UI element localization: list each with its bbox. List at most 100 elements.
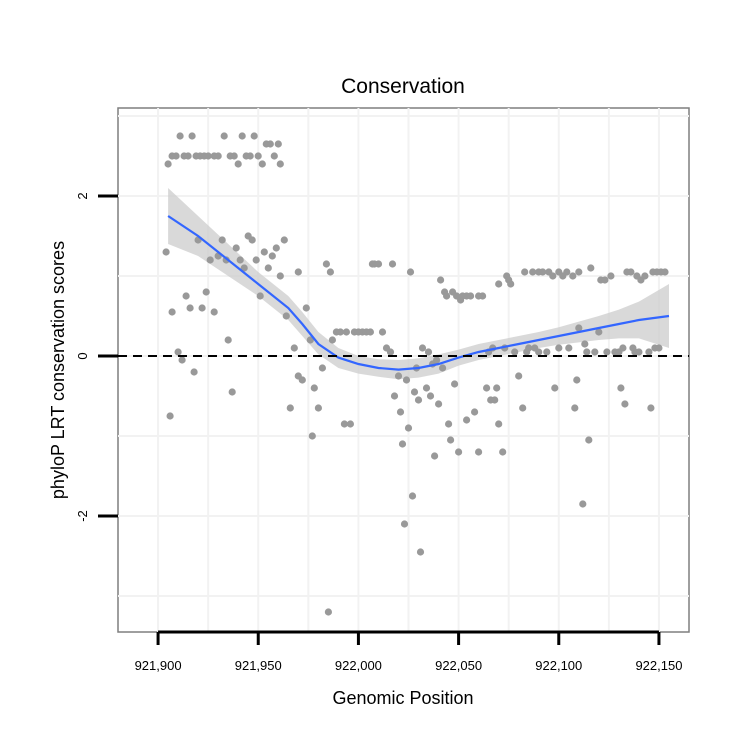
data-point <box>587 264 595 272</box>
data-point <box>268 252 276 260</box>
data-point <box>374 260 383 268</box>
data-point <box>188 132 196 140</box>
data-point <box>433 356 441 364</box>
data-point <box>467 292 475 300</box>
data-point <box>525 344 533 352</box>
data-point <box>240 264 248 272</box>
data-point <box>511 348 519 356</box>
data-point <box>308 432 316 440</box>
x-axis-label: Genomic Position <box>332 688 473 708</box>
data-point <box>463 416 471 424</box>
data-point <box>443 292 451 300</box>
data-point <box>410 388 419 396</box>
data-point <box>204 152 212 160</box>
data-point <box>318 364 326 372</box>
data-point <box>394 372 403 380</box>
data-point <box>437 276 445 284</box>
data-point <box>234 160 242 168</box>
data-point <box>607 272 615 280</box>
data-point <box>172 152 180 160</box>
data-point <box>529 268 537 276</box>
data-point <box>342 328 350 336</box>
data-point <box>601 276 609 284</box>
data-point <box>238 132 246 140</box>
data-point <box>198 304 206 312</box>
data-point <box>551 384 559 392</box>
x-tick-label: 921,950 <box>235 658 282 673</box>
data-point <box>400 520 409 528</box>
data-point <box>555 344 563 352</box>
data-point <box>390 392 399 400</box>
data-point <box>416 548 425 556</box>
data-point <box>270 152 278 160</box>
data-point <box>493 384 501 392</box>
data-point <box>324 608 332 616</box>
data-point <box>521 268 529 276</box>
data-point <box>515 372 523 380</box>
data-point <box>260 248 268 256</box>
data-point <box>246 152 254 160</box>
data-point <box>435 400 443 408</box>
chart-title: Conservation <box>341 75 465 98</box>
data-point <box>254 152 262 160</box>
y-tick-label: -2 <box>75 510 90 522</box>
data-point <box>282 312 290 320</box>
data-point <box>627 268 635 276</box>
x-tick-label: 922,000 <box>335 658 382 673</box>
data-point <box>264 264 272 272</box>
data-point <box>483 384 491 392</box>
data-point <box>256 292 264 300</box>
data-point <box>178 356 186 364</box>
data-point <box>378 328 387 336</box>
data-point <box>549 272 557 280</box>
data-point <box>176 132 184 140</box>
data-point <box>402 376 411 384</box>
data-point <box>310 384 318 392</box>
data-point <box>406 268 415 276</box>
data-point <box>422 384 431 392</box>
data-point <box>290 344 298 352</box>
data-point <box>298 376 306 384</box>
data-point <box>220 132 228 140</box>
data-point <box>619 344 627 352</box>
data-point <box>451 380 459 388</box>
data-point <box>539 268 547 276</box>
data-point <box>424 348 433 356</box>
confidence-band <box>168 188 669 380</box>
data-point <box>519 404 527 412</box>
data-point <box>591 348 599 356</box>
data-point <box>655 344 663 352</box>
y-axis: 2 0 -2 <box>75 192 118 522</box>
data-point <box>645 348 653 356</box>
data-point <box>266 140 274 148</box>
data-point <box>182 292 190 300</box>
data-point <box>563 268 571 276</box>
data-point <box>276 272 284 280</box>
data-point <box>621 400 629 408</box>
data-point <box>210 308 218 316</box>
x-tick-label: 922,050 <box>435 658 482 673</box>
data-point <box>328 336 336 344</box>
data-point <box>346 420 354 428</box>
data-point <box>258 160 266 168</box>
data-point <box>326 268 334 276</box>
smooth-line-layer <box>167 215 670 371</box>
data-point <box>230 152 238 160</box>
data-point <box>418 344 427 352</box>
x-tick-label: 922,100 <box>535 658 582 673</box>
data-point <box>190 368 198 376</box>
data-point <box>431 452 439 460</box>
x-tick-label: 922,150 <box>635 658 682 673</box>
data-point <box>573 376 581 384</box>
data-point <box>302 304 310 312</box>
data-point <box>186 304 194 312</box>
data-point <box>366 328 374 336</box>
data-point <box>336 328 344 336</box>
data-point <box>218 236 226 244</box>
data-point <box>224 336 232 344</box>
data-point <box>543 348 551 356</box>
y-axis-label: phyloP LRT conservation scores <box>48 241 68 499</box>
data-point <box>214 152 222 160</box>
data-point <box>202 288 210 296</box>
data-point <box>398 440 407 448</box>
